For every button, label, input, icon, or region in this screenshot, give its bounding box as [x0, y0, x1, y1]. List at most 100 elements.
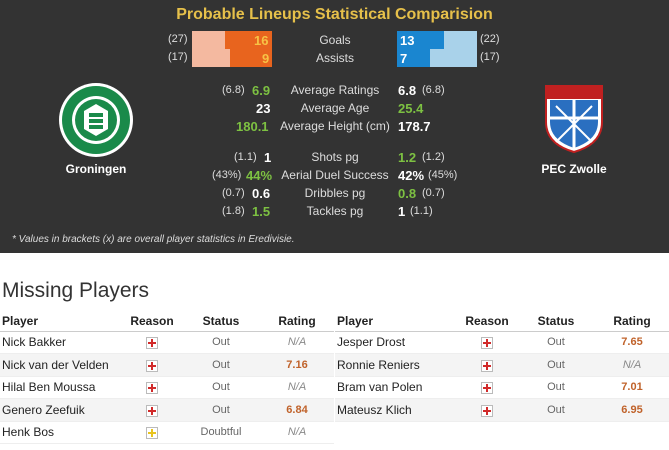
stat-label: Average Height (cm)	[280, 119, 390, 133]
away-goals-bracket: (22)	[480, 33, 500, 45]
player-status: Out	[182, 353, 260, 377]
table-row: Bram van Polen Out 7.01	[335, 376, 669, 399]
player-name[interactable]: Henk Bos	[0, 421, 122, 444]
comparison-panel: Probable Lineups Statistical Comparision…	[0, 0, 669, 253]
home-value: 1.5	[252, 204, 271, 219]
home-assists-bracket: (17)	[168, 51, 188, 63]
player-rating: 7.16	[260, 353, 334, 377]
home-value: 23	[256, 101, 271, 116]
player-rating: N/A	[260, 376, 334, 399]
stat-row-aerial-duel: (43%) 44% Aerial Duel Success 42% (45%)	[0, 168, 669, 184]
away-goals-value: 13	[400, 33, 415, 48]
player-name[interactable]: Jesper Drost	[335, 331, 457, 354]
header-reason: Reason	[122, 311, 182, 332]
player-rating: N/A	[260, 331, 334, 354]
player-name[interactable]: Nick van der Velden	[0, 353, 122, 377]
header-player: Player	[0, 311, 122, 332]
injury-icon	[146, 359, 158, 372]
stat-label: Dribbles pg	[304, 186, 366, 200]
player-name[interactable]: Mateusz Klich	[335, 398, 457, 422]
table-header: Player Reason Status Rating	[0, 311, 334, 332]
player-rating: 6.84	[260, 398, 334, 422]
header-rating: Rating	[260, 311, 334, 332]
away-bracket: (0.7)	[422, 187, 445, 199]
away-assists-value: 7	[400, 51, 408, 66]
player-status: Out	[182, 331, 260, 354]
stat-label: Shots pg	[311, 150, 359, 164]
injury-icon	[146, 404, 158, 417]
home-value: 44%	[246, 168, 273, 183]
home-bracket: (43%)	[212, 169, 242, 181]
panel-title: Probable Lineups Statistical Comparision	[176, 6, 493, 23]
stat-row-dribbles-pg: (0.7) 0.6 Dribbles pg 0.8 (0.7)	[0, 186, 669, 202]
home-goals-bracket: (27)	[168, 33, 188, 45]
player-status: Out	[182, 398, 260, 422]
home-value: 0.6	[252, 186, 271, 201]
table-row: Mateusz Klich Out 6.95	[335, 398, 669, 422]
away-value: 6.8	[398, 83, 417, 98]
table-row: Henk Bos Doubtful N/A	[0, 421, 334, 444]
home-value: 6.9	[252, 83, 271, 98]
table-row: Ronnie Reniers Out N/A	[335, 353, 669, 377]
table-row: Hilal Ben Moussa Out N/A	[0, 376, 334, 399]
player-rating: 7.65	[595, 331, 669, 354]
away-bracket: (45%)	[428, 169, 458, 181]
player-name[interactable]: Bram van Polen	[335, 376, 457, 399]
home-missing-table: Player Reason Status Rating Nick Bakker …	[0, 311, 334, 444]
away-value: 25.4	[398, 101, 424, 116]
header-status: Status	[182, 311, 260, 332]
away-goals-bar	[397, 31, 444, 49]
player-rating: N/A	[595, 353, 669, 377]
table-header: Player Reason Status Rating	[335, 311, 669, 332]
away-team-name: PEC Zwolle	[541, 162, 607, 176]
away-bracket: (6.8)	[422, 84, 445, 96]
away-value: 178.7	[398, 119, 431, 134]
pec-zwolle-logo	[545, 85, 603, 154]
away-assists-bracket: (17)	[480, 51, 500, 63]
assists-row: (17) 9 Assists 7 (17)	[0, 49, 669, 67]
missing-players-title: Missing Players	[2, 279, 150, 302]
goals-label: Goals	[319, 33, 351, 47]
doubtful-icon	[146, 427, 158, 440]
home-value: 1	[264, 150, 272, 165]
stat-label: Aerial Duel Success	[281, 168, 389, 182]
header-rating: Rating	[595, 311, 669, 332]
table-row: Jesper Drost Out 7.65	[335, 331, 669, 354]
player-status: Out	[517, 376, 595, 399]
away-value: 0.8	[398, 186, 417, 201]
home-team-name: Groningen	[65, 162, 127, 176]
goals-row: (27) 16 Goals 13 (22)	[0, 31, 669, 49]
player-status: Out	[517, 398, 595, 422]
footnote: * Values in brackets (x) are overall pla…	[12, 234, 295, 245]
stat-row-average-height: 180.1 Average Height (cm) 178.7	[0, 119, 669, 135]
home-bracket: (1.8)	[222, 205, 245, 217]
injury-icon	[481, 359, 493, 372]
stat-row-average-ratings: (6.8) 6.9 Average Ratings 6.8 (6.8)	[0, 83, 669, 99]
injury-icon	[146, 382, 158, 395]
away-bracket: (1.1)	[410, 205, 433, 217]
player-rating: 6.95	[595, 398, 669, 422]
home-goals-value: 16	[254, 33, 269, 48]
table-row: Nick Bakker Out N/A	[0, 331, 334, 354]
player-status: Out	[517, 331, 595, 354]
away-bracket: (1.2)	[422, 151, 445, 163]
player-name[interactable]: Ronnie Reniers	[335, 353, 457, 377]
stat-label: Average Ratings	[290, 83, 380, 97]
player-rating: 7.01	[595, 376, 669, 399]
player-status: Out	[517, 353, 595, 377]
stat-label: Average Age	[300, 101, 370, 115]
player-name[interactable]: Hilal Ben Moussa	[0, 376, 122, 399]
player-name[interactable]: Genero Zeefuik	[0, 398, 122, 422]
stat-label: Tackles pg	[306, 204, 364, 218]
stat-row-tackles-pg: (1.8) 1.5 Tackles pg 1 (1.1)	[0, 204, 669, 220]
assists-label: Assists	[315, 51, 354, 65]
player-name[interactable]: Nick Bakker	[0, 331, 122, 354]
home-assists-value: 9	[262, 51, 270, 66]
injury-icon	[481, 337, 493, 350]
home-goals-bar	[225, 31, 272, 49]
header-status: Status	[517, 311, 595, 332]
injury-icon	[146, 337, 158, 350]
player-status: Doubtful	[182, 421, 260, 444]
player-status: Out	[182, 376, 260, 399]
injury-icon	[481, 382, 493, 395]
